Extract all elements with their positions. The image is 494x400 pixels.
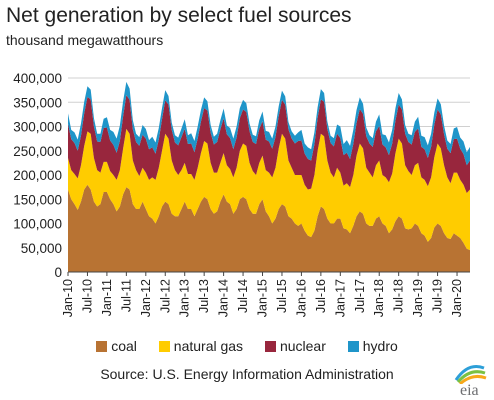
y-axis: 0 50,000 100,000 150,000 200,000 250,000 300,0… <box>13 71 62 280</box>
legend: coal natural gas nuclear hydro <box>0 338 494 354</box>
source-note: Source: U.S. Energy Information Administ… <box>100 366 394 382</box>
legend-label-hydro: hydro <box>362 338 398 354</box>
x-tick-label: Jul-11 <box>119 279 133 312</box>
legend-swatch-natural-gas <box>158 341 170 352</box>
area-nuclear <box>68 94 470 193</box>
eia-logo-mark <box>454 365 487 384</box>
legend-label-natural-gas: natural gas <box>173 338 244 354</box>
x-tick-label: Jul-15 <box>275 279 289 313</box>
legend-item-coal: coal <box>96 338 137 354</box>
chart-subtitle: thousand megawatthours <box>6 32 164 48</box>
legend-label-nuclear: nuclear <box>279 338 326 354</box>
area-coal <box>68 184 470 272</box>
stacked-area-chart: 0 50,000 100,000 150,000 200,000 250,000 300,0… <box>13 71 470 317</box>
area-series <box>68 81 470 272</box>
x-tick-label: Jul-19 <box>431 279 445 313</box>
x-tick-label: Jan-13 <box>178 279 192 317</box>
x-tick-label: Jul-16 <box>314 279 328 313</box>
x-tick-label: Jul-18 <box>392 279 406 313</box>
legend-swatch-nuclear <box>264 341 276 352</box>
x-axis: Jan-10 Jul-10 Jan-11 Jul-11 Jan-12 Jul-12 Jan-… <box>61 271 470 317</box>
x-tick-label: Jul-12 <box>158 279 172 313</box>
y-tick-label: 350,000 <box>13 95 62 110</box>
x-tick-label: Jan-17 <box>333 279 347 317</box>
x-tick-label: Jan-14 <box>217 279 231 317</box>
eia-logo-text: eia <box>460 382 479 399</box>
x-tick-label: Jul-17 <box>353 279 367 313</box>
legend-label-coal: coal <box>111 338 137 354</box>
y-tick-label: 150,000 <box>13 192 62 207</box>
x-tick-label: Jan-18 <box>372 279 386 317</box>
x-tick-label: Jul-10 <box>80 279 94 313</box>
area-natural-gas <box>68 128 470 251</box>
y-tick-label: 300,000 <box>13 120 62 135</box>
x-tick-label: Jan-15 <box>256 279 270 317</box>
x-tick-label: Jan-19 <box>411 279 425 317</box>
y-tick-label: 0 <box>54 265 62 280</box>
legend-item-nuclear: nuclear <box>264 338 326 354</box>
chart-title: Net generation by select fuel sources <box>6 4 352 27</box>
y-tick-label: 200,000 <box>13 168 62 183</box>
legend-swatch-coal <box>96 341 108 352</box>
y-tick-label: 250,000 <box>13 144 62 159</box>
x-tick-label: Jul-14 <box>236 279 250 313</box>
legend-item-hydro: hydro <box>347 338 398 354</box>
x-tick-label: Jan-20 <box>450 279 464 317</box>
x-tick-label: Jan-11 <box>100 279 114 316</box>
x-tick-label: Jul-13 <box>197 279 211 313</box>
x-tick-label: Jan-10 <box>61 279 75 317</box>
legend-item-natural-gas: natural gas <box>158 338 244 354</box>
y-tick-label: 400,000 <box>13 71 62 86</box>
y-tick-label: 100,000 <box>13 217 62 232</box>
x-tick-label: Jan-16 <box>294 279 308 317</box>
y-tick-label: 50,000 <box>21 241 62 256</box>
eia-logo-icon: eia <box>448 360 488 399</box>
area-hydro <box>68 81 470 166</box>
legend-swatch-hydro <box>347 341 359 352</box>
x-tick-label: Jan-12 <box>139 279 153 317</box>
